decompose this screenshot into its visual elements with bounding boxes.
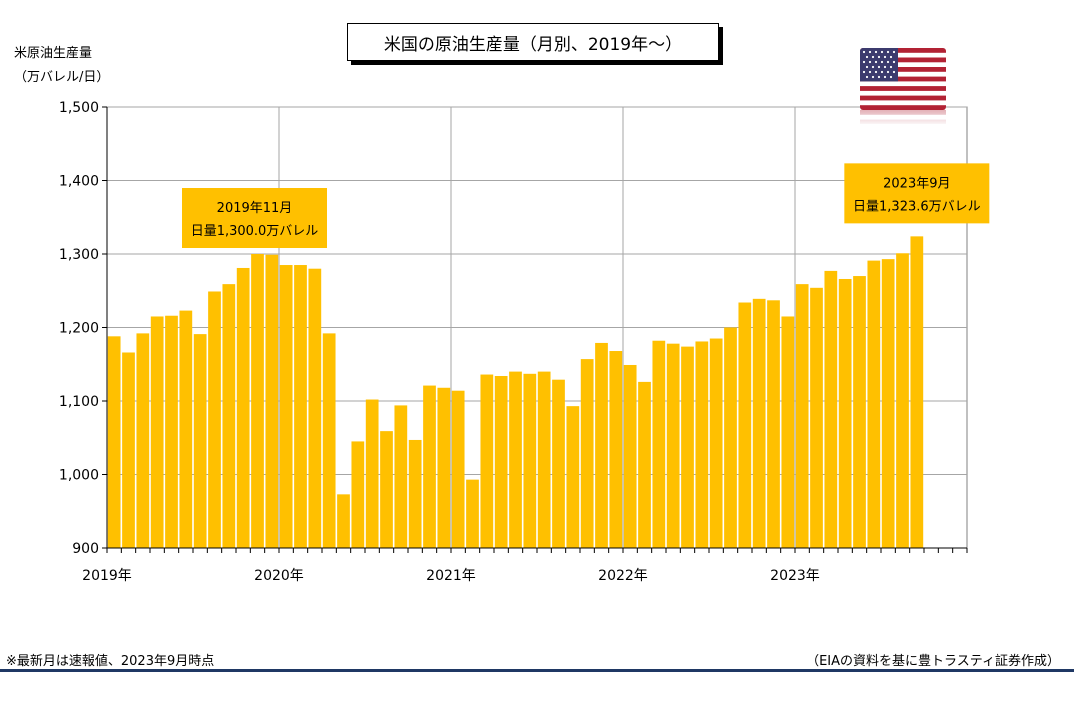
bar	[322, 333, 336, 548]
bar	[480, 374, 494, 548]
us-flag-icon	[860, 48, 946, 126]
bar	[523, 373, 537, 548]
y-axis-label-line2: （万バレル/日）	[14, 70, 110, 85]
y-tick-label: 1,000	[59, 468, 99, 484]
bar	[279, 265, 293, 548]
bar	[394, 405, 408, 548]
bar	[566, 406, 580, 548]
bar	[623, 364, 637, 548]
bar	[867, 260, 881, 548]
x-tick-label: 2022年	[598, 568, 648, 584]
annotation-date: 2019年11月	[217, 201, 293, 216]
bar	[107, 336, 121, 548]
bar	[337, 494, 350, 548]
y-tick-label: 1,400	[59, 174, 99, 190]
chart-title-text: 米国の原油生産量（月別、2019年～）	[383, 34, 683, 55]
y-axis-label: 米原油生産量 （万バレル/日）	[14, 42, 109, 90]
bar	[552, 379, 565, 548]
bar	[150, 316, 164, 548]
bar	[724, 327, 737, 548]
bar	[351, 441, 365, 548]
bar	[236, 267, 250, 548]
annotation-value: 日量1,323.6万バレル	[853, 199, 981, 214]
bar	[294, 265, 307, 548]
bar	[437, 387, 451, 548]
bar	[308, 268, 322, 548]
footnote-latest-month: ※最新月は速報値、2023年9月時点	[6, 654, 215, 669]
bar	[208, 291, 221, 548]
x-tick-label: 2019年	[82, 568, 132, 584]
bar	[179, 310, 193, 548]
bar	[509, 371, 522, 548]
bar	[451, 390, 465, 548]
y-tick-label: 1,500	[59, 100, 99, 116]
footnote-source: （EIAの資料を基に豊トラスティ証券作成）	[806, 654, 1060, 669]
bar	[666, 343, 680, 548]
bar	[838, 278, 852, 548]
chart-title: 米国の原油生産量（月別、2019年～）	[347, 23, 719, 61]
bar	[824, 270, 838, 548]
bar	[652, 340, 666, 548]
bar	[365, 399, 379, 548]
bottom-divider	[0, 669, 1074, 672]
y-tick-label: 900	[72, 541, 99, 557]
bar	[896, 253, 909, 548]
bar	[580, 359, 594, 548]
annotation-box	[844, 163, 990, 224]
bar	[638, 381, 651, 548]
bar	[193, 334, 207, 548]
bar	[380, 431, 393, 548]
y-axis-label-line1: 米原油生産量	[14, 46, 93, 61]
bar	[609, 351, 623, 548]
bar	[709, 338, 723, 548]
y-tick-label: 1,100	[59, 394, 99, 410]
bar	[423, 385, 436, 548]
bar	[537, 371, 551, 548]
bar	[494, 376, 508, 548]
bar	[681, 346, 694, 548]
y-tick-label: 1,300	[59, 247, 99, 263]
bar	[265, 254, 279, 549]
x-tick-label: 2023年	[770, 568, 820, 584]
bar	[165, 315, 178, 548]
bar	[466, 479, 479, 548]
x-tick-label: 2020年	[254, 568, 304, 584]
bar	[136, 333, 150, 548]
bar	[881, 259, 895, 548]
bar	[251, 254, 264, 548]
annotation-value: 日量1,300.0万バレル	[191, 224, 319, 239]
bar	[122, 352, 135, 548]
bar	[810, 287, 823, 548]
bar	[595, 342, 608, 548]
annotation-box	[182, 188, 327, 248]
bar	[910, 236, 924, 549]
bar	[695, 341, 709, 548]
annotation-date: 2023年9月	[883, 176, 950, 191]
bar	[752, 298, 766, 548]
x-tick-label: 2021年	[426, 568, 476, 584]
bar	[738, 302, 752, 548]
bar	[795, 284, 809, 548]
bar	[767, 300, 780, 548]
bar	[781, 316, 795, 548]
bar	[408, 439, 422, 548]
bar	[222, 284, 236, 548]
bar	[853, 276, 866, 548]
y-tick-label: 1,200	[59, 321, 99, 337]
